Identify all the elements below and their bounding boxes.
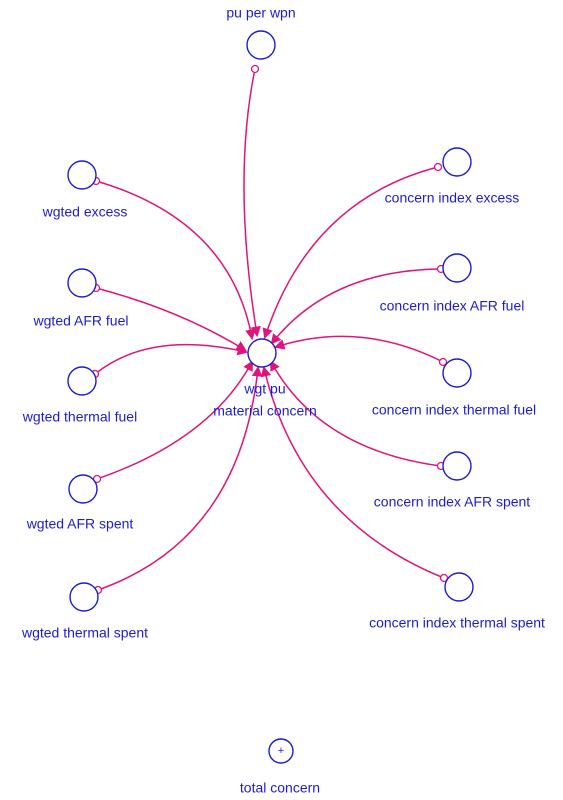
- node-circle: [247, 338, 277, 368]
- link-arrow: [274, 335, 444, 363]
- link-tail: [433, 162, 443, 172]
- node-label: concern index thermal spent: [369, 615, 545, 631]
- node-circle: [68, 474, 98, 504]
- links: [90, 64, 449, 595]
- node-label: wgted thermal spent: [21, 625, 148, 641]
- node-symbol: +: [278, 745, 284, 757]
- node-circle: [442, 147, 472, 177]
- node-label: concern index excess: [385, 190, 520, 206]
- node-circle: [246, 30, 276, 60]
- node-circle: [442, 253, 472, 283]
- node-label: material concern: [213, 403, 317, 419]
- node-label: wgted thermal fuel: [22, 409, 137, 425]
- link-arrow: [270, 268, 442, 345]
- link-arrow: [269, 360, 442, 467]
- node-label: wgt pu: [243, 381, 285, 397]
- node-circle: [67, 366, 97, 396]
- node-label: concern index thermal fuel: [372, 402, 536, 418]
- node-circle: [67, 160, 97, 190]
- node-circle: [69, 582, 99, 612]
- node-circle: [442, 451, 472, 481]
- nodes: pu per wpn wgted excess wgted AFR fuel wgte…: [21, 5, 545, 796]
- link-arrow: [95, 180, 256, 341]
- node-label: pu per wpn: [226, 5, 295, 21]
- link-arrow: [243, 68, 261, 338]
- node-label: wgted AFR fuel: [33, 313, 129, 329]
- node-circle: [67, 268, 97, 298]
- link-arrow: [262, 166, 439, 339]
- link-arrow: [260, 365, 445, 579]
- node-circle: [442, 358, 472, 388]
- node-label: concern index AFR fuel: [380, 298, 525, 314]
- node-circle: [444, 572, 474, 602]
- link-arrow: [95, 287, 247, 352]
- node-circle: [268, 738, 294, 764]
- node-label: wgted excess: [42, 204, 128, 220]
- link-tail: [438, 357, 448, 367]
- node-label: wgted AFR spent: [26, 516, 134, 532]
- link-arrow: [94, 343, 249, 375]
- link-arrow: [97, 365, 263, 591]
- node-label: concern index AFR spent: [374, 494, 531, 510]
- node-label: total concern: [240, 780, 320, 796]
- link-tail: [250, 64, 260, 74]
- link-arrow: [96, 360, 253, 480]
